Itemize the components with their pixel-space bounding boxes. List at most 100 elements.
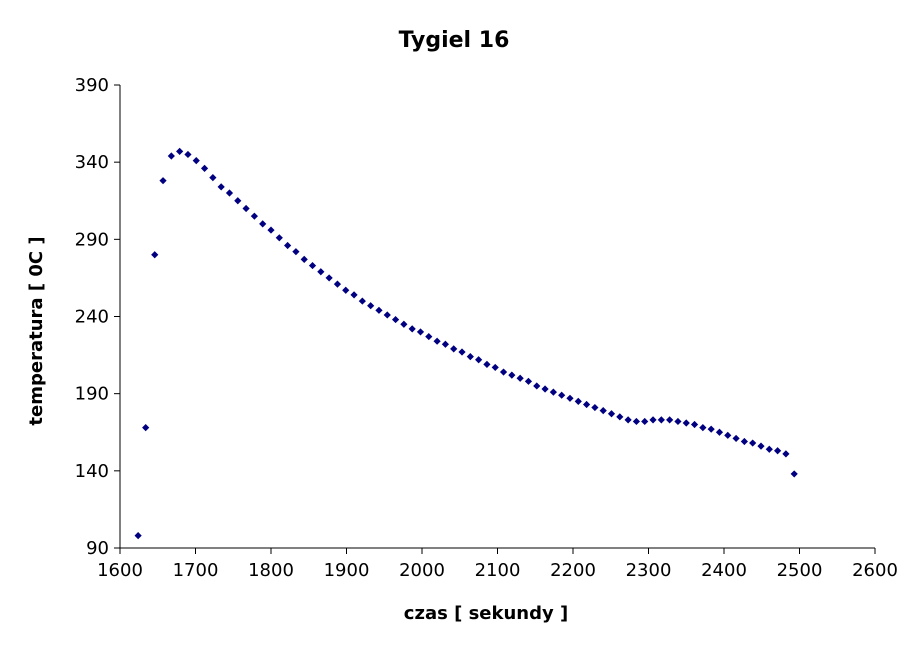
data-point	[732, 434, 740, 443]
data-point	[574, 397, 582, 405]
data-point	[242, 204, 250, 213]
y-tick-label: 390	[75, 75, 109, 96]
data-point	[475, 356, 483, 364]
x-tick-label: 2200	[550, 560, 596, 581]
x-tick-label: 1700	[173, 560, 219, 581]
x-tick-label: 2600	[852, 560, 898, 581]
data-point	[367, 302, 375, 310]
data-point	[375, 306, 383, 314]
data-point	[549, 388, 557, 396]
data-point	[483, 360, 491, 368]
data-point	[541, 385, 549, 393]
y-tick-label: 190	[75, 384, 109, 405]
data-point	[724, 431, 732, 439]
data-points	[134, 147, 798, 540]
y-tick-label: 290	[75, 229, 109, 250]
data-point	[134, 532, 142, 540]
x-tick-label: 2000	[399, 560, 445, 581]
x-tick-label: 2500	[777, 560, 823, 581]
data-point	[558, 391, 566, 399]
data-point	[632, 417, 641, 426]
data-point	[649, 416, 657, 424]
data-point	[234, 197, 242, 205]
axis-ticks	[114, 84, 876, 554]
data-point	[441, 340, 450, 348]
x-tick-label: 2100	[475, 560, 521, 581]
data-point	[383, 311, 391, 319]
data-point	[358, 297, 366, 305]
data-point	[765, 445, 773, 453]
data-point	[533, 382, 541, 390]
data-point	[275, 234, 283, 242]
data-point	[400, 320, 408, 328]
y-tick-label: 240	[75, 307, 109, 328]
data-point	[325, 274, 333, 282]
data-point	[607, 410, 616, 418]
data-point	[657, 416, 665, 424]
data-point	[433, 337, 441, 345]
data-point	[524, 377, 533, 385]
y-tick-label: 140	[75, 461, 109, 482]
data-point	[466, 353, 474, 361]
data-point	[300, 255, 308, 263]
y-tick-label: 90	[86, 538, 109, 559]
data-point	[682, 419, 690, 427]
data-point	[715, 428, 724, 436]
data-point	[591, 403, 599, 412]
data-point	[176, 147, 184, 155]
data-point	[350, 291, 358, 299]
data-point	[225, 189, 234, 197]
data-point	[749, 439, 757, 447]
data-point	[209, 174, 217, 182]
data-point	[616, 413, 624, 421]
data-point	[259, 220, 267, 228]
data-point	[707, 425, 715, 433]
data-point	[458, 348, 466, 356]
data-point	[666, 416, 674, 424]
data-point	[142, 424, 150, 432]
data-point	[782, 450, 790, 458]
x-axis-label: czas [ sekundy ]	[404, 603, 568, 624]
data-point	[308, 261, 317, 270]
data-point	[425, 332, 433, 341]
data-point	[641, 417, 649, 426]
data-point	[790, 470, 798, 478]
data-point	[342, 286, 350, 294]
data-point	[599, 407, 607, 415]
data-point	[499, 368, 508, 376]
x-tick-label: 1600	[97, 560, 143, 581]
data-point	[624, 416, 632, 424]
data-point	[690, 420, 699, 429]
data-point	[391, 315, 400, 324]
data-point	[333, 280, 342, 288]
data-point	[267, 226, 275, 234]
data-point	[151, 251, 159, 259]
y-tick-label: 340	[75, 152, 109, 173]
x-tick-label: 1900	[324, 560, 370, 581]
data-point	[317, 268, 325, 276]
x-tick-label: 2400	[701, 560, 747, 581]
data-point	[757, 442, 765, 450]
data-point	[250, 212, 258, 220]
data-point	[566, 394, 574, 402]
data-point	[217, 183, 225, 191]
data-point	[416, 328, 425, 336]
data-point	[699, 424, 707, 432]
data-point	[408, 325, 416, 333]
y-tick-labels: 90 140 190 240 290 340 390	[75, 75, 109, 559]
x-tick-label: 1800	[248, 560, 294, 581]
data-point	[167, 152, 175, 160]
x-tick-labels: 1600 1700 1800 1900 2000 2100 2200 2300 2400 2500…	[97, 560, 898, 581]
data-point	[192, 157, 200, 165]
chart-title: Tygiel 16	[399, 28, 510, 53]
data-point	[508, 371, 516, 379]
x-tick-label: 2300	[626, 560, 672, 581]
data-point	[516, 374, 524, 382]
y-axis-label: temperatura [ 0C ]	[26, 236, 47, 425]
data-point	[740, 437, 748, 446]
data-point	[774, 447, 782, 455]
data-point	[450, 345, 458, 353]
data-point	[491, 363, 499, 372]
data-point	[159, 177, 167, 185]
